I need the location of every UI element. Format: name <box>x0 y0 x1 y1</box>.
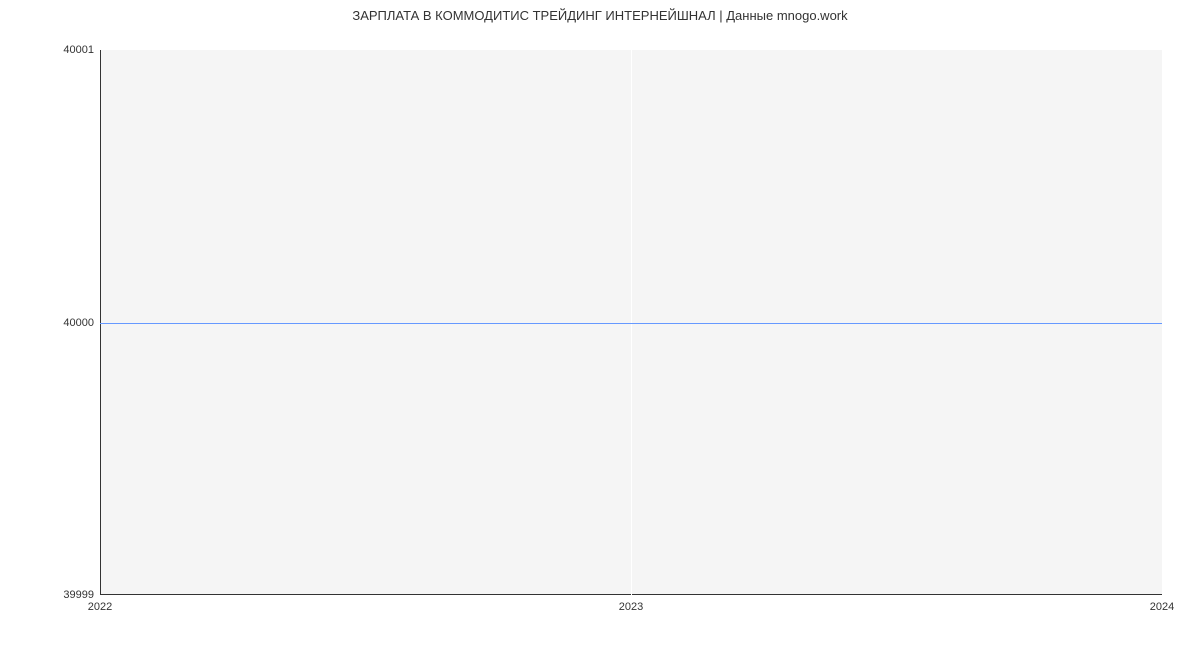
chart-title: ЗАРПЛАТА В КОММОДИТИС ТРЕЙДИНГ ИНТЕРНЕЙШ… <box>0 8 1200 23</box>
y-tick-label: 40000 <box>63 317 100 329</box>
y-tick-label: 40001 <box>63 44 100 56</box>
x-tick-label: 2024 <box>1150 595 1174 613</box>
plot-area: 202220232024399994000040001 <box>100 50 1162 595</box>
series-line <box>100 323 1162 324</box>
chart-container: ЗАРПЛАТА В КОММОДИТИС ТРЕЙДИНГ ИНТЕРНЕЙШ… <box>0 0 1200 650</box>
x-tick-label: 2023 <box>619 595 643 613</box>
y-tick-label: 39999 <box>63 589 100 601</box>
